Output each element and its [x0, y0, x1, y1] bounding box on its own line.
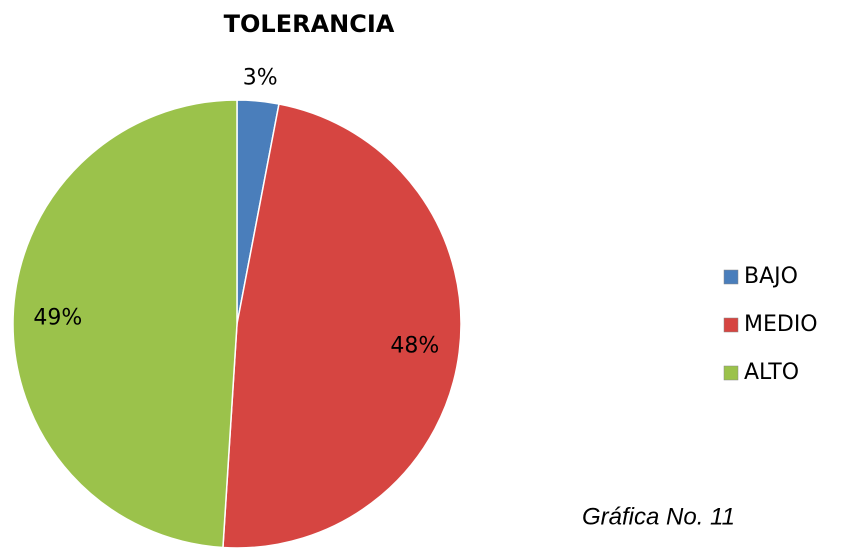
legend-label: BAJO	[744, 264, 798, 289]
legend-swatch	[723, 365, 739, 381]
chart-title: TOLERANCIA	[224, 10, 395, 38]
legend-swatch	[723, 269, 739, 285]
data-label: 48%	[390, 333, 439, 358]
legend-swatch	[723, 317, 739, 333]
caption: Gráfica No. 11	[582, 503, 735, 530]
pie-slice	[222, 103, 462, 549]
legend-label: ALTO	[744, 360, 799, 385]
legend-label: MEDIO	[744, 312, 818, 337]
pie-slice	[12, 99, 238, 549]
data-label: 49%	[33, 305, 82, 330]
data-label: 3%	[243, 66, 278, 91]
